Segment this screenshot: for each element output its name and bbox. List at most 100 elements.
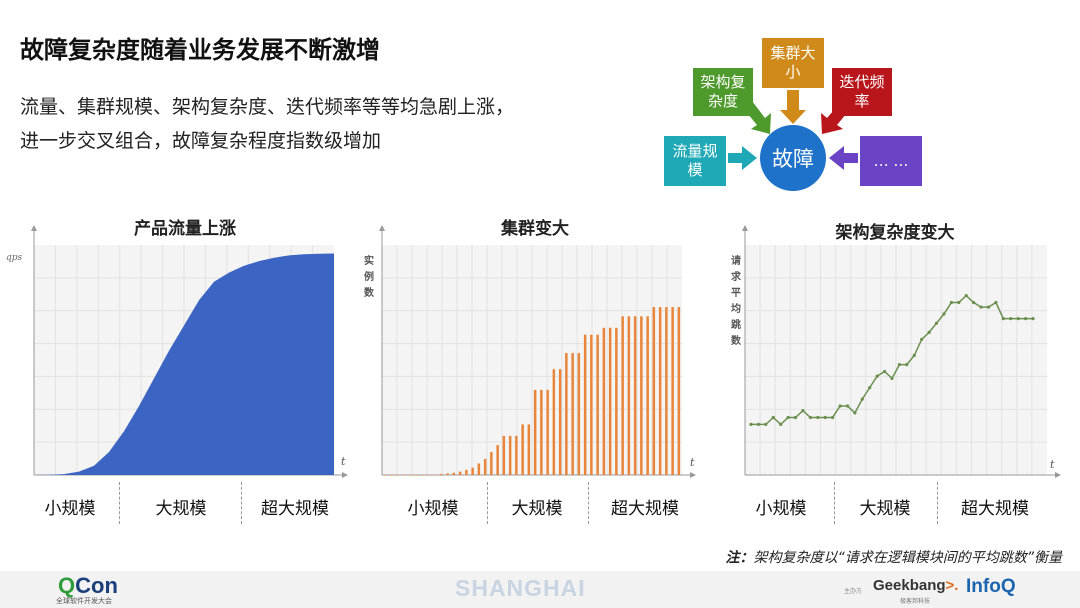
cluster-bar [508,435,512,475]
separator [119,482,120,524]
hops-point [890,376,894,380]
hops-point [1024,317,1028,321]
cluster-bar [452,472,456,475]
chart-1-scale-large: 大规模 [155,499,207,519]
x-axis-arrow [342,472,348,478]
separator [241,482,242,524]
hops-point [786,415,790,420]
diagram-arrows [728,90,858,170]
slide-title: 故障复杂度随着业务发展不断激增 [20,36,380,64]
chart-1-traffic [31,225,348,478]
cluster-bar [515,435,518,475]
cluster-bar [465,469,468,475]
hops-point [771,415,775,420]
separator [834,482,835,524]
chart-3-architecture [742,225,1061,478]
cluster-bar [521,424,524,475]
host-label: 主办方 [844,588,863,595]
cluster-bar [415,475,418,476]
factor-more: … … [860,136,922,186]
hops-point [808,415,812,420]
cluster-bar [633,316,637,475]
hops-point [979,305,983,309]
chart-1-scale-xlarge: 超大规模 [261,499,329,519]
hops-point [920,337,924,341]
qcon-subtitle: 全球软件开发大会 [56,597,112,605]
cluster-bar [396,475,399,476]
hops-point [897,363,901,367]
chart-2-ylabel: 实例数 [364,256,374,299]
cluster-bar [477,463,481,475]
cluster-bar [502,435,506,475]
cluster-bar [390,475,393,476]
hops-point [986,305,991,309]
chart-1-ylabel: qps [6,253,23,263]
cluster-bar [671,307,674,475]
x-axis-arrow [1055,472,1061,478]
fault-center-node: 故障 [760,125,826,191]
hops-point [949,300,953,305]
cluster-bar [658,307,662,475]
hops-point [1016,317,1020,321]
hops-point [972,300,976,305]
hops-point [942,312,946,316]
cluster-bar [440,473,443,476]
cluster-bar [577,353,581,475]
hops-point [1031,317,1035,321]
chart-3-scale-small: 小规模 [755,499,807,519]
chart-2-cluster [379,225,696,478]
cluster-bar [583,334,587,475]
cluster-bar [665,307,668,475]
hops-point [964,294,968,298]
hops-point [875,374,879,378]
cluster-bar [565,353,568,475]
chart-3-title: 架构复杂度变大 [835,223,955,243]
cluster-bar [608,327,612,475]
cluster-bar [433,475,437,476]
city-watermark: SHANGHAI [455,575,586,601]
cluster-bar [677,307,681,475]
geekbang-logo: Geekbang>. [873,577,959,594]
cluster-bar [652,307,656,475]
hops-point [927,330,931,334]
chart-1-xlabel: t [341,455,346,468]
factor-arch-complexity: 架构复杂度 [693,68,753,116]
factor-cluster-size: 集群大小 [762,38,824,88]
qcon-logo: QCon [58,573,118,598]
hops-point [756,422,760,426]
cluster-bar [533,389,537,475]
y-axis-arrow [379,225,385,231]
cluster-bar [615,327,618,475]
factor-traffic-scale: 流量规模 [664,136,726,186]
factor-iteration-freq: 迭代频率 [832,68,892,116]
hops-point [860,397,864,401]
arrow-cluster [780,90,806,124]
chart-2-scale-xlarge: 超大规模 [611,499,679,519]
body-text-line-1: 流量、集群规模、架构复杂度、迭代频率等等均急剧上涨， [20,96,515,118]
separator [937,482,938,524]
hops-point [905,363,909,367]
chart-2-xlabel: t [690,456,695,469]
separator [487,482,488,524]
geekbang-subtitle: 极客邦科技 [900,598,931,605]
cluster-bar [383,475,387,476]
chart-3-ylabel: 请求平均跳数 [731,256,741,347]
hops-point [868,386,872,390]
hops-point [845,404,850,408]
chart-3-scale-xlarge: 超大规模 [961,499,1029,519]
cluster-bar [602,327,606,475]
cluster-bar [427,475,431,476]
chart-3-xlabel: t [1050,458,1055,471]
hops-point [1001,317,1005,321]
chart-3-scale-large: 大规模 [859,499,911,519]
cluster-bar [458,471,462,475]
chart-2-scale-small: 小规模 [407,499,459,519]
body-text-line-2: 进一步交叉组合，故障复杂程度指数级增加 [20,130,382,152]
hops-point [764,422,768,426]
hops-point [957,300,961,305]
hops-point [1009,317,1013,321]
hops-point [749,422,753,426]
cluster-bar [402,475,406,476]
hops-point [816,415,820,420]
x-axis-arrow [690,472,696,478]
